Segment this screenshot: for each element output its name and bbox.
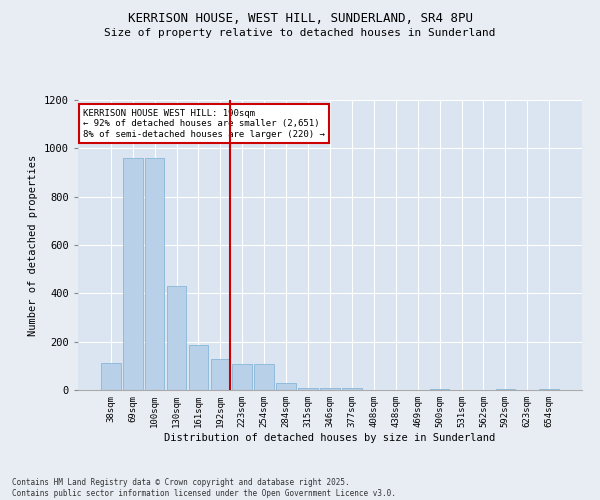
Bar [496, 389, 515, 390]
Text: KERRISON HOUSE, WEST HILL, SUNDERLAND, SR4 8PU: KERRISON HOUSE, WEST HILL, SUNDERLAND, S… [128, 12, 473, 26]
Bar [211, 358, 230, 390]
Bar [320, 388, 340, 390]
Text: Contains HM Land Registry data © Crown copyright and database right 2025.
Contai: Contains HM Land Registry data © Crown c… [12, 478, 396, 498]
Text: Size of property relative to detached houses in Sunderland: Size of property relative to detached ho… [104, 28, 496, 38]
Bar [276, 383, 296, 390]
Bar [145, 158, 164, 390]
X-axis label: Distribution of detached houses by size in Sunderland: Distribution of detached houses by size … [164, 432, 496, 442]
Bar [539, 389, 559, 390]
Bar [298, 388, 318, 390]
Bar [342, 388, 362, 390]
Bar [430, 389, 449, 390]
Bar [167, 286, 187, 390]
Bar [123, 158, 143, 390]
Bar [254, 364, 274, 390]
Bar [101, 364, 121, 390]
Bar [188, 346, 208, 390]
Bar [232, 364, 252, 390]
Text: KERRISON HOUSE WEST HILL: 190sqm
← 92% of detached houses are smaller (2,651)
8%: KERRISON HOUSE WEST HILL: 190sqm ← 92% o… [83, 108, 325, 138]
Y-axis label: Number of detached properties: Number of detached properties [28, 154, 38, 336]
